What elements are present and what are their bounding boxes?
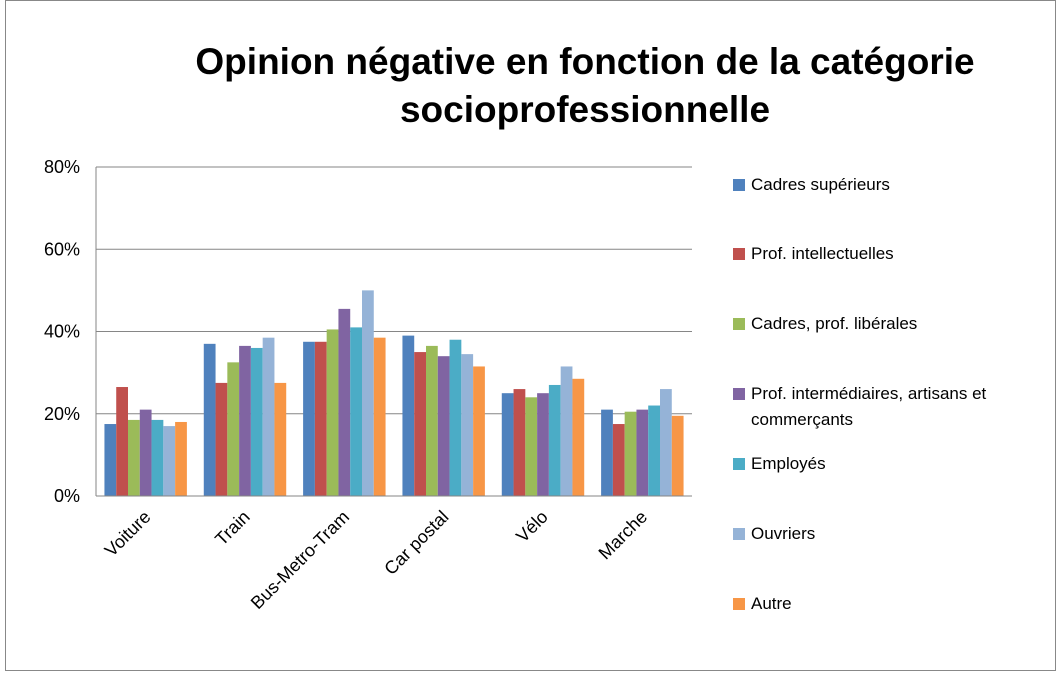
bar: [227, 362, 240, 496]
bar: [151, 419, 164, 496]
legend-entry: Prof. intermédiaires, artisans et commer…: [733, 381, 1051, 433]
legend-label: Prof. intellectuelles: [751, 244, 894, 263]
bar: [139, 409, 152, 496]
bar: [314, 341, 327, 496]
bar: [473, 366, 485, 496]
legend-swatch: [733, 388, 745, 400]
x-tick-label: Bus-Metro-Tram: [247, 507, 353, 613]
legend-swatch: [733, 598, 745, 610]
bar: [572, 378, 585, 496]
y-tick-label: 0%: [54, 486, 80, 506]
bar: [660, 389, 672, 496]
bar: [373, 337, 386, 496]
legend-entry: Cadres supérieurs: [733, 172, 1051, 198]
bar: [414, 352, 426, 496]
legend-swatch: [733, 318, 745, 330]
bar: [624, 411, 637, 496]
bar: [250, 347, 263, 496]
bar: [537, 393, 549, 496]
legend-entry: Ouvriers: [733, 521, 1051, 547]
y-tick-label: 40%: [44, 322, 80, 342]
legend-entry: Employés: [733, 451, 1051, 477]
bar: [449, 339, 462, 496]
bar: [262, 337, 275, 496]
bar: [425, 345, 438, 496]
x-tick-label: Train: [211, 507, 254, 550]
bar: [525, 397, 538, 496]
chart-title: Opinion négative en fonction de la catég…: [195, 41, 975, 130]
bar: [437, 356, 450, 496]
legend-swatch: [733, 179, 745, 191]
y-tick-label: 20%: [44, 404, 80, 424]
bar: [116, 387, 128, 496]
legend-entry: Autre: [733, 591, 1051, 617]
legend-swatch: [733, 458, 745, 470]
bar: [215, 382, 228, 496]
bar: [402, 335, 415, 496]
bar: [338, 308, 351, 496]
bar: [501, 393, 514, 496]
bar: [648, 405, 661, 496]
bar: [274, 382, 287, 496]
legend-label: Cadres, prof. libérales: [751, 314, 918, 333]
bar: [548, 384, 561, 496]
x-tick-label: Marche: [595, 507, 652, 564]
bar: [326, 329, 339, 496]
bar: [671, 415, 684, 496]
legend-label: Autre: [751, 594, 792, 613]
x-tick-label: Voiture: [101, 507, 155, 561]
legend-swatch: [733, 248, 745, 260]
bar: [636, 409, 649, 496]
bar: [513, 389, 526, 496]
legend-label: Employés: [751, 454, 826, 473]
bar: [127, 419, 140, 496]
bar: [560, 366, 573, 496]
bar: [175, 421, 187, 496]
legend-entry: Prof. intellectuelles: [733, 241, 1051, 267]
y-tick-label: 60%: [44, 239, 80, 259]
bar: [350, 327, 363, 496]
bar: [461, 354, 474, 496]
x-tick-label: Car postal: [380, 507, 452, 579]
bar: [163, 426, 176, 496]
legend-label: Ouvriers: [751, 524, 816, 543]
frame: [5, 0, 1056, 671]
y-tick-label: 80%: [44, 157, 80, 177]
bar: [203, 343, 216, 496]
legend-label: Prof. intermédiaires, artisans et commer…: [751, 384, 987, 429]
x-tick-label: Vélo: [512, 507, 552, 547]
bar: [104, 424, 117, 496]
bar: [303, 341, 315, 496]
bar: [612, 424, 625, 496]
legend-swatch: [733, 528, 745, 540]
legend-label: Cadres supérieurs: [751, 175, 890, 194]
bar: [601, 409, 613, 496]
bar: [239, 345, 251, 496]
bar: [362, 290, 374, 496]
legend-entry: Cadres, prof. libérales: [733, 311, 1051, 337]
